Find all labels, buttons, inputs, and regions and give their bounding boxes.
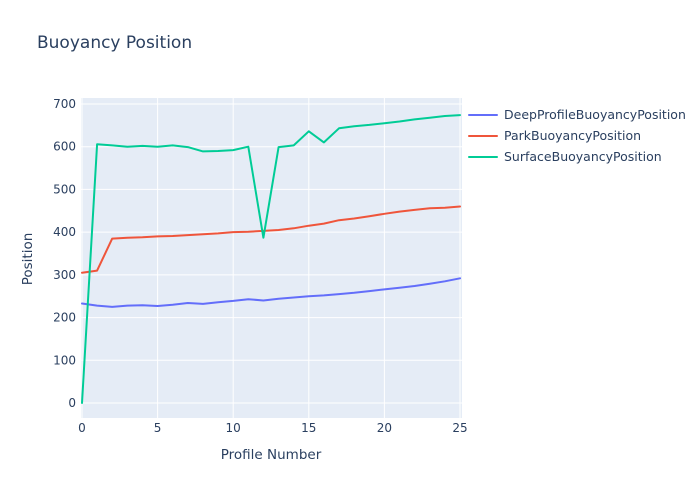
y-tick-label: 600 bbox=[53, 140, 76, 154]
legend-label: SurfaceBuoyancyPosition bbox=[504, 149, 662, 164]
plot-area bbox=[81, 98, 462, 418]
legend-line-swatch bbox=[468, 113, 498, 116]
x-tick-label: 0 bbox=[78, 421, 86, 435]
y-tick-label: 700 bbox=[53, 97, 76, 111]
series-line-ParkBuoyancyPosition[interactable] bbox=[81, 205, 461, 274]
x-axis-title: Profile Number bbox=[220, 447, 322, 463]
y-tick-label: 500 bbox=[53, 182, 76, 196]
x-tick-label: 10 bbox=[226, 421, 241, 435]
y-tick-label: 200 bbox=[53, 311, 76, 325]
series-line-DeepProfileBuoyancyPosition[interactable] bbox=[81, 277, 461, 308]
y-tick-label: 0 bbox=[68, 396, 76, 410]
x-tick-label: 5 bbox=[154, 421, 162, 435]
legend-label: DeepProfileBuoyancyPosition bbox=[504, 107, 686, 122]
y-tick-label: 300 bbox=[53, 268, 76, 282]
x-tick-label: 20 bbox=[377, 421, 392, 435]
legend-item-DeepProfileBuoyancyPosition[interactable]: DeepProfileBuoyancyPosition bbox=[468, 104, 686, 125]
x-tick-label: 25 bbox=[452, 421, 467, 435]
legend-line-swatch bbox=[468, 134, 498, 137]
chart-title: Buoyancy Position bbox=[37, 33, 193, 53]
y-axis-title: Position bbox=[20, 232, 36, 286]
series-line-SurfaceBuoyancyPosition[interactable] bbox=[81, 114, 461, 404]
legend-item-SurfaceBuoyancyPosition[interactable]: SurfaceBuoyancyPosition bbox=[468, 146, 686, 167]
legend-item-ParkBuoyancyPosition[interactable]: ParkBuoyancyPosition bbox=[468, 125, 686, 146]
y-tick-label: 400 bbox=[53, 225, 76, 239]
legend: DeepProfileBuoyancyPosition ParkBuoyancyP… bbox=[468, 104, 686, 167]
legend-line-swatch bbox=[468, 155, 498, 158]
y-tick-label: 100 bbox=[53, 353, 76, 367]
x-tick-label: 15 bbox=[301, 421, 316, 435]
legend-label: ParkBuoyancyPosition bbox=[504, 128, 642, 143]
